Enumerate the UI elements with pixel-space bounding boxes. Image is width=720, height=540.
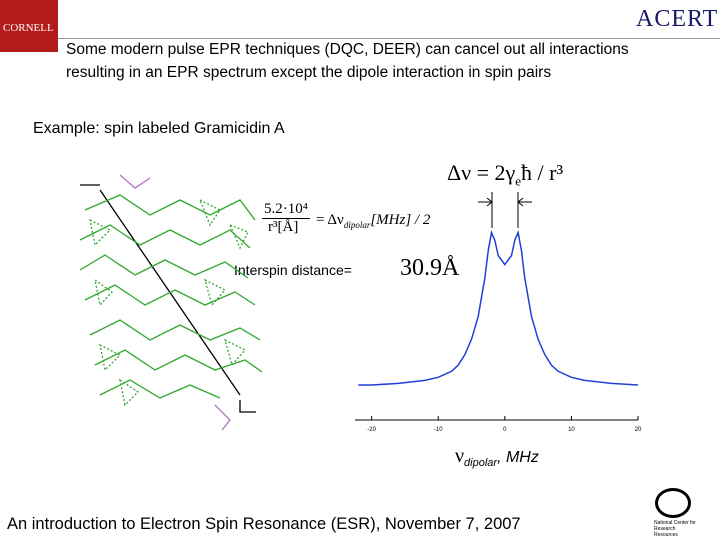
x-tick-label: -10 xyxy=(434,427,443,433)
formula: = Δνdipolar[MHz] / 2 xyxy=(316,212,430,230)
header-rule xyxy=(58,38,720,39)
x-tick-label: -20 xyxy=(367,427,376,433)
footer: An introduction to Electron Spin Resonan… xyxy=(7,515,521,533)
formula-part: ħ / r³ xyxy=(521,160,564,185)
header-line: resulting in an EPR spectrum except the … xyxy=(66,64,552,81)
x-tick-label: 0 xyxy=(503,427,507,433)
rings xyxy=(89,198,249,407)
cornell-logo xyxy=(0,0,58,52)
ncrr-logo xyxy=(655,488,691,518)
formula: 5.2·10⁴ r³[Å] xyxy=(262,201,310,236)
fraction-top: 5.2·10⁴ xyxy=(262,201,310,219)
formula-part: [MHz] / 2 xyxy=(370,212,431,228)
formula: Δν = 2γeħ / r³ xyxy=(447,160,563,189)
formula-part: = Δν xyxy=(316,212,344,228)
x-label-sub: dipolar xyxy=(464,457,498,470)
x-label-part: ν xyxy=(455,445,465,467)
fraction-bottom: r³[Å] xyxy=(268,219,299,235)
x-tick-label: 20 xyxy=(635,427,642,433)
formula-sub: dipolar xyxy=(343,220,371,230)
spectrum-line xyxy=(358,230,639,386)
interspin-label: Interspin distance= xyxy=(234,262,352,278)
formula-sub: e xyxy=(515,173,522,189)
splitting-marker xyxy=(478,192,532,228)
cornell-logo-text: CORNELL xyxy=(3,22,54,34)
example-text: Example: spin labeled Gramicidin A xyxy=(33,120,285,137)
formula-part: Δν = 2γ xyxy=(447,160,516,185)
side-groups xyxy=(119,174,231,431)
x-axis-label: νdipolar, MHz xyxy=(455,445,539,469)
header-line: Some modern pulse EPR techniques (DQC, D… xyxy=(66,41,629,58)
acert-logo: ACERT xyxy=(636,6,719,32)
interspin-value: 30.9Å xyxy=(400,255,460,282)
x-label-part: , MHz xyxy=(497,449,539,466)
x-tick-label: 10 xyxy=(568,427,575,433)
backbone xyxy=(79,194,263,399)
spin-label xyxy=(80,184,256,413)
ncrr-text: National Center for Research Resources xyxy=(654,520,696,538)
molecule xyxy=(79,174,263,431)
